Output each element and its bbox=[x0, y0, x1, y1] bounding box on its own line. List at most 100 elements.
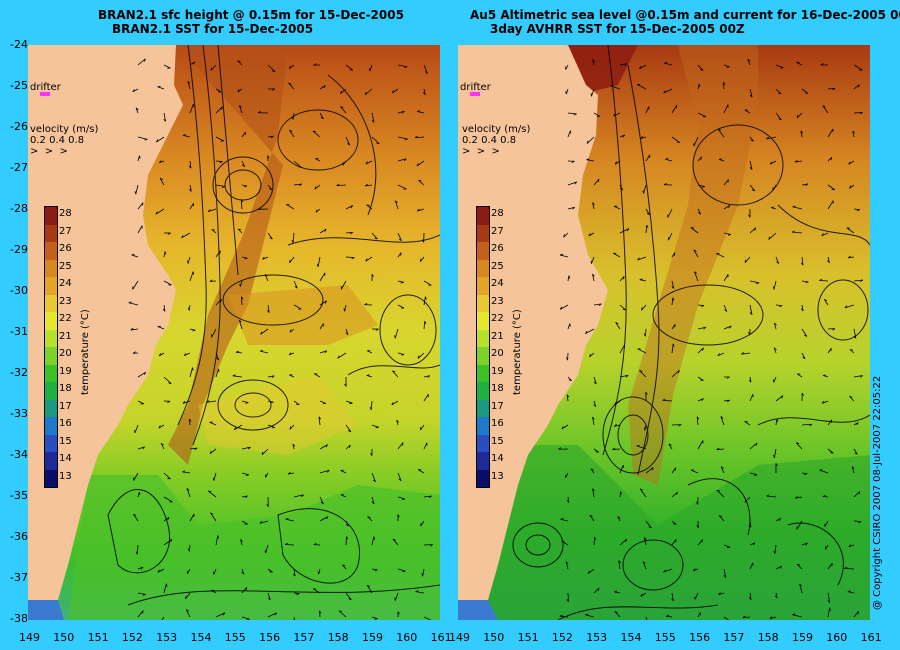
velocity-arrow bbox=[742, 616, 751, 619]
velocity-arrow bbox=[644, 328, 647, 337]
velocity-arrowhead bbox=[678, 424, 682, 427]
velocity-arrow bbox=[137, 566, 144, 570]
velocity-arrowhead bbox=[237, 60, 241, 62]
velocity-arrowhead bbox=[742, 615, 746, 618]
velocity-arrow bbox=[314, 373, 321, 378]
velocity-arrow bbox=[319, 112, 324, 119]
velocity-arrowhead bbox=[158, 160, 162, 163]
velocity-arrow bbox=[188, 544, 191, 552]
velocity-arrow bbox=[639, 279, 647, 282]
velocity-arrow bbox=[392, 370, 399, 378]
velocity-arrowhead bbox=[849, 349, 854, 351]
velocity-arrow bbox=[163, 376, 172, 384]
velocity-arrowhead bbox=[847, 590, 851, 593]
velocity-arrows-icon: > > > bbox=[462, 146, 500, 157]
velocity-arrowhead bbox=[823, 374, 827, 376]
velocity-arrowhead bbox=[568, 379, 572, 381]
velocity-arrowhead bbox=[397, 611, 400, 615]
velocity-arrowhead bbox=[792, 613, 796, 616]
velocity-arrowhead bbox=[701, 539, 703, 543]
velocity-arrowhead bbox=[159, 177, 163, 181]
velocity-arrowhead bbox=[773, 454, 775, 458]
velocity-arrow bbox=[397, 64, 408, 68]
velocity-arrowhead bbox=[592, 488, 595, 492]
velocity-arrowhead bbox=[239, 283, 241, 287]
velocity-arrowhead bbox=[369, 68, 371, 72]
velocity-arrowhead bbox=[700, 69, 704, 71]
velocity-arrowhead bbox=[671, 598, 674, 602]
velocity-arrow bbox=[773, 376, 777, 383]
velocity-arrowhead bbox=[367, 516, 371, 518]
right-colorbar-title: temperature (°C) bbox=[512, 309, 523, 395]
velocity-arrowhead bbox=[820, 63, 824, 66]
velocity-arrow bbox=[131, 254, 139, 258]
velocity-arrow bbox=[586, 159, 595, 162]
velocity-arrow bbox=[137, 592, 146, 595]
colorbar-label: 27 bbox=[59, 225, 72, 237]
velocity-arrowhead bbox=[800, 262, 804, 266]
velocity-arrowhead bbox=[723, 575, 727, 578]
velocity-arrowhead bbox=[427, 375, 431, 378]
velocity-arrow bbox=[823, 375, 829, 378]
velocity-arrow bbox=[645, 467, 654, 474]
velocity-arrowhead bbox=[258, 207, 262, 210]
velocity-arrowhead bbox=[292, 443, 296, 447]
velocity-arrowhead bbox=[617, 516, 621, 519]
velocity-arrow bbox=[159, 160, 165, 164]
velocity-arrow bbox=[749, 442, 758, 450]
velocity-arrow bbox=[267, 304, 270, 313]
velocity-arrowhead bbox=[769, 161, 773, 165]
velocity-arrow bbox=[418, 180, 425, 186]
velocity-arrowhead bbox=[778, 92, 782, 95]
velocity-arrow bbox=[645, 616, 648, 620]
velocity-arrowhead bbox=[664, 61, 668, 64]
velocity-arrow bbox=[137, 202, 144, 210]
velocity-arrow bbox=[345, 424, 352, 433]
x-tick-label: 152 bbox=[121, 631, 143, 644]
velocity-arrowhead bbox=[625, 539, 628, 543]
velocity-arrowhead bbox=[590, 468, 594, 471]
velocity-arrow bbox=[773, 322, 777, 330]
velocity-arrow bbox=[319, 323, 324, 330]
velocity-arrow bbox=[189, 328, 196, 331]
velocity-arrowhead bbox=[766, 494, 770, 497]
velocity-arrowhead bbox=[853, 335, 857, 339]
velocity-arrowhead bbox=[296, 593, 300, 596]
velocity-arrow bbox=[423, 280, 432, 286]
velocity-arrowhead bbox=[187, 307, 190, 311]
velocity-arrowhead bbox=[142, 202, 144, 206]
velocity-arrowhead bbox=[182, 134, 187, 136]
velocity-arrowhead bbox=[394, 335, 396, 339]
velocity-arrowhead bbox=[593, 404, 597, 407]
velocity-arrow bbox=[827, 562, 833, 570]
velocity-arrow bbox=[267, 232, 273, 240]
y-tick-label: -26 bbox=[10, 120, 28, 133]
velocity-arrow bbox=[619, 538, 627, 546]
colorbar-swatch bbox=[45, 399, 57, 417]
velocity-arrowhead bbox=[701, 305, 705, 308]
velocity-arrow bbox=[614, 400, 621, 406]
velocity-arrow bbox=[189, 103, 194, 114]
colorbar-swatch bbox=[45, 224, 57, 242]
velocity-arrow bbox=[345, 444, 351, 450]
velocity-arrow bbox=[590, 468, 595, 474]
velocity-arrow bbox=[716, 253, 725, 258]
velocity-arrow bbox=[848, 256, 855, 259]
velocity-arrow bbox=[827, 156, 833, 162]
velocity-arrowhead bbox=[397, 514, 400, 518]
velocity-arrowhead bbox=[402, 570, 406, 573]
velocity-arrow bbox=[593, 400, 597, 407]
colorbar-label: 23 bbox=[491, 295, 504, 307]
velocity-arrowhead bbox=[416, 163, 419, 167]
velocity-arrowhead bbox=[749, 94, 753, 98]
colorbar-swatch bbox=[477, 242, 489, 260]
velocity-arrowhead bbox=[138, 491, 141, 495]
velocity-arrowhead bbox=[698, 212, 701, 215]
velocity-arrow bbox=[285, 518, 295, 522]
velocity-arrowhead bbox=[799, 583, 803, 587]
velocity-arrowhead bbox=[614, 401, 617, 406]
velocity-arrow bbox=[586, 136, 595, 144]
velocity-arrow bbox=[260, 350, 269, 354]
velocity-arrow bbox=[423, 393, 429, 402]
velocity-arrow bbox=[137, 491, 140, 498]
